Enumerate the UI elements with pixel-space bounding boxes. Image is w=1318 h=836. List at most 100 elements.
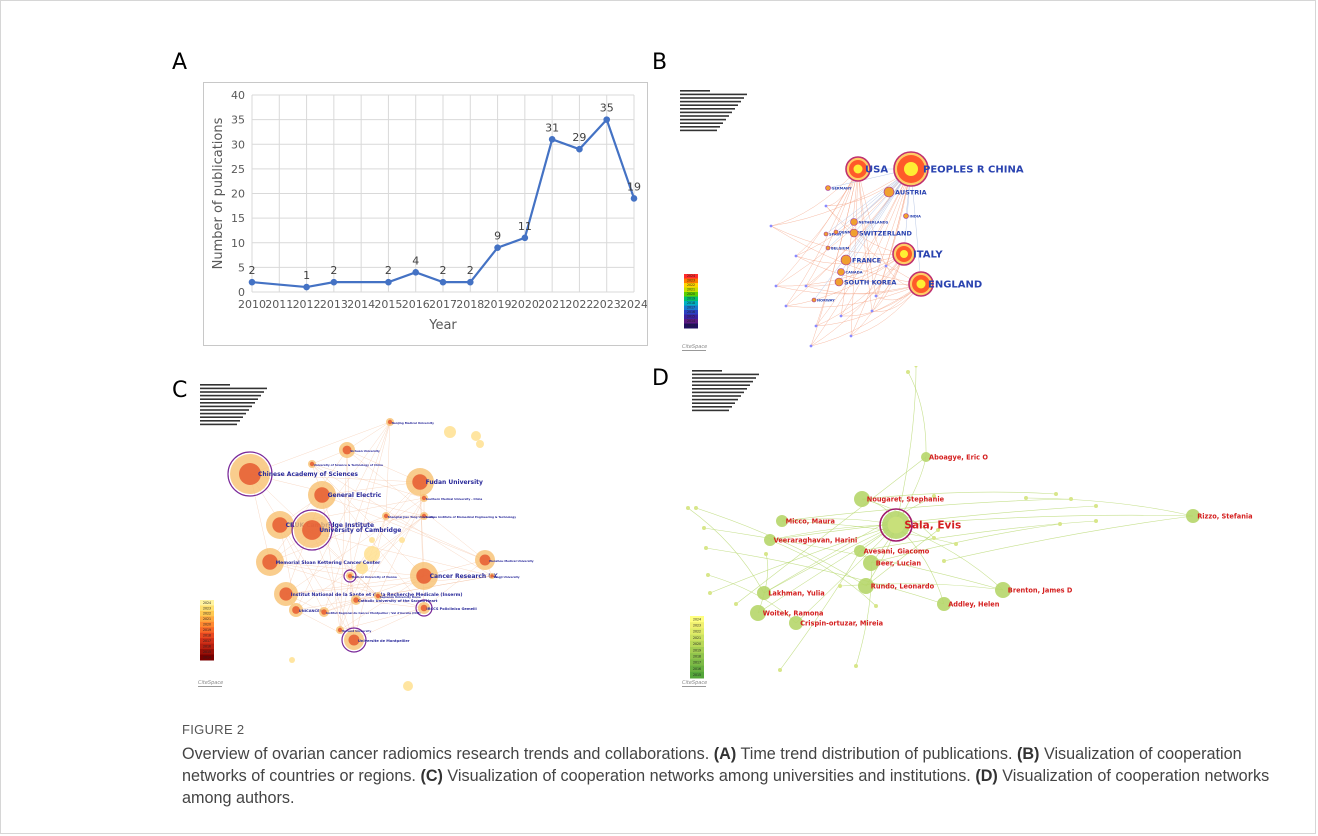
- node: [347, 573, 353, 579]
- minor-node: [403, 681, 413, 691]
- caption-title: Overview of ovarian cancer radiomics res…: [182, 745, 710, 763]
- year-legend-d-year: 2016: [693, 667, 701, 671]
- author-label: Brenton, James D: [1008, 586, 1073, 594]
- minor-node: [686, 506, 690, 510]
- minor-node: [942, 559, 946, 563]
- minor-node: [1054, 492, 1058, 496]
- caption-part-b: Visualization of cooperation networks of…: [182, 745, 1242, 785]
- minor-node: [839, 314, 843, 318]
- network-link: [855, 562, 872, 667]
- country-label: INDIA: [910, 214, 922, 218]
- minor-node: [874, 604, 878, 608]
- author-label: Rizzo, Stefania: [1197, 512, 1252, 520]
- network-link: [859, 520, 1097, 552]
- network-link: [377, 497, 425, 597]
- node: [995, 582, 1011, 598]
- year-legend-d-swatch: [690, 628, 704, 636]
- header-metadata-line: [680, 97, 744, 99]
- node: [348, 634, 360, 646]
- institution-label: Fudan University: [426, 479, 483, 486]
- node: [337, 627, 343, 633]
- year-legend-d-swatch: [690, 616, 704, 623]
- year-legend-b-year: 2016: [687, 310, 695, 314]
- header-metadata-line: [680, 122, 723, 124]
- year-legend-c-swatch: [200, 605, 214, 612]
- x-axis-title: Year: [428, 318, 457, 333]
- node-ring: [343, 569, 357, 583]
- country-label: SPAIN: [829, 232, 841, 236]
- network-link: [770, 225, 905, 255]
- data-label: 31: [545, 121, 559, 134]
- network-link: [895, 514, 1194, 526]
- year-legend-b-swatch: [684, 278, 698, 284]
- author-label: Crispin-ortuzar, Mireia: [800, 619, 883, 627]
- year-legend-d-year: 2022: [693, 630, 701, 634]
- data-point: [412, 269, 420, 276]
- minor-node: [874, 294, 878, 298]
- network-link: [1025, 497, 1194, 517]
- node: [854, 545, 866, 557]
- minor-node: [838, 584, 842, 588]
- x-tick-label: 2017: [429, 298, 457, 311]
- network-link: [339, 449, 348, 631]
- header-metadata-line: [680, 90, 710, 92]
- network-link: [285, 497, 425, 595]
- header-metadata-line: [200, 416, 243, 418]
- x-tick-label: 2010: [238, 298, 266, 311]
- header-metadata-line: [692, 377, 756, 379]
- minor-node: [870, 309, 874, 313]
- network-link: [810, 168, 859, 347]
- node: [849, 228, 859, 238]
- x-tick-label: 2016: [402, 298, 430, 311]
- network-link: [339, 575, 351, 631]
- node-ring: [341, 627, 367, 653]
- publication-trend-chart: 0 5 10 15 20 25 30 35 40 2010 2011 2012 2013 2014 2015…: [211, 89, 648, 333]
- node: [825, 185, 831, 191]
- year-legend-b-swatch: [684, 310, 698, 315]
- minor-node: [1094, 519, 1098, 523]
- panel-b-letter: B: [652, 50, 668, 75]
- network-link: [850, 168, 912, 337]
- figure-caption: FIGURE 2 Overview of ovarian cancer radi…: [182, 722, 1292, 809]
- institution-label: UNICANCER: [299, 609, 323, 613]
- caption-part-a: Time trend distribution of publications.: [736, 745, 1017, 763]
- header-metadata-line: [692, 409, 729, 412]
- header-metadata-line: [680, 93, 747, 96]
- year-legend-d-swatch: [690, 640, 704, 648]
- year-legend-d-swatch: [690, 659, 704, 667]
- network-link: [385, 421, 391, 517]
- institution-network: Chinese Academy of Sciences Fudan Univers…: [198, 384, 534, 691]
- caption-tag-a: (A): [713, 745, 737, 763]
- header-metadata-line: [692, 388, 747, 390]
- network-link: [795, 255, 922, 285]
- node-core: [900, 250, 908, 258]
- network-link: [353, 515, 387, 641]
- year-legend-b-swatch: [684, 292, 698, 297]
- author-label: Aboagye, Eric O: [929, 453, 988, 461]
- node: [750, 605, 766, 621]
- network-link: [249, 421, 391, 475]
- node: [1186, 509, 1200, 523]
- minor-node: [1024, 496, 1028, 500]
- network-link: [279, 524, 325, 613]
- author-label: Addley, Helen: [948, 600, 1000, 608]
- network-link: [895, 366, 917, 526]
- network-link: [850, 168, 859, 337]
- author-label: Woitek, Ramona: [763, 609, 824, 617]
- year-legend-c-swatch: [200, 632, 214, 639]
- network-link: [769, 539, 877, 607]
- year-legend-d-swatch: [690, 665, 704, 673]
- node-core: [887, 516, 905, 534]
- header-metadata-line: [692, 391, 744, 394]
- header-metadata-line: [680, 129, 717, 132]
- country-network: PEOPLES R CHINA USA AUSTRIA GERMANY NETHERLA…: [680, 90, 1024, 351]
- network-link: [269, 449, 348, 563]
- network-link: [346, 421, 391, 451]
- node: [858, 578, 874, 594]
- data-point: [576, 145, 583, 153]
- node: [834, 277, 844, 287]
- network-link: [785, 168, 859, 307]
- node: [757, 586, 771, 600]
- y-tick-label: 30: [231, 138, 245, 151]
